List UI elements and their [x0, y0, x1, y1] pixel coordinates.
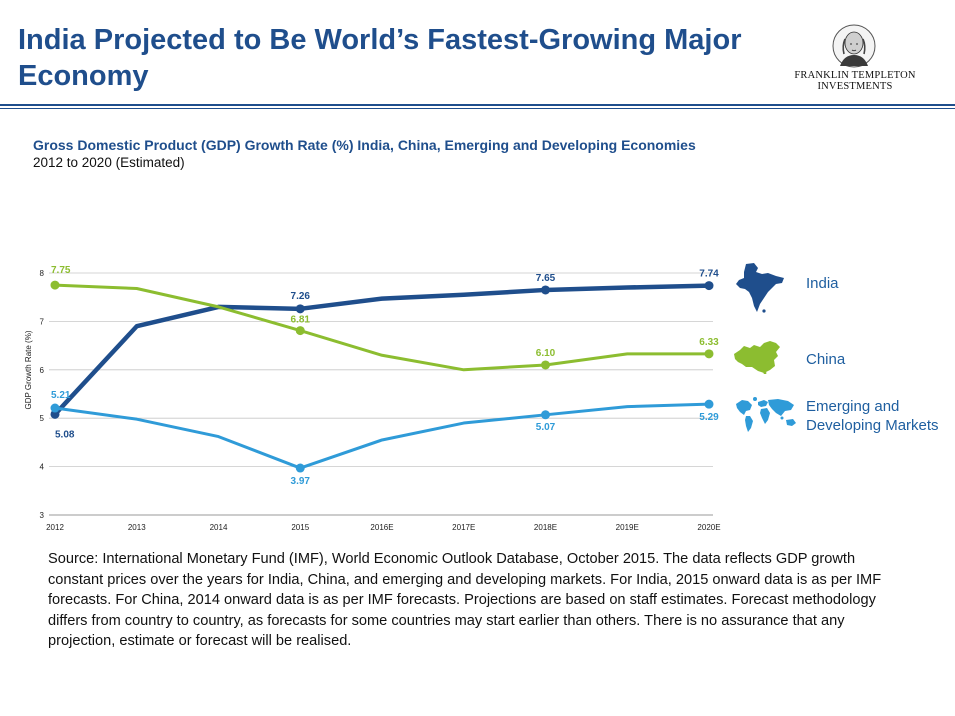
legend-emerging: Emerging and Developing Markets — [806, 397, 939, 435]
legend-india: India — [806, 275, 839, 292]
chart-subtitle: 2012 to 2020 (Estimated) — [33, 155, 185, 170]
data-point — [295, 326, 305, 336]
data-label: 6.10 — [536, 348, 556, 359]
y-tick-label: 6 — [40, 366, 45, 375]
franklin-templeton-logo: FRANKLIN TEMPLETON INVESTMENTS — [780, 24, 930, 96]
data-point — [295, 463, 305, 473]
header-divider-thin — [0, 108, 955, 109]
header-divider — [0, 104, 955, 106]
data-point — [704, 349, 714, 359]
grid-lines — [49, 272, 713, 516]
y-tick-label: 5 — [40, 414, 45, 423]
data-label: 6.81 — [291, 315, 311, 326]
legend-china: China — [806, 351, 846, 368]
data-label: 7.74 — [699, 269, 719, 280]
x-tick-label: 2014 — [210, 523, 228, 532]
source-note: Source: International Monetary Fund (IMF… — [48, 551, 882, 650]
y-tick-label: 7 — [40, 317, 45, 326]
data-point — [50, 409, 60, 419]
data-point — [50, 280, 60, 290]
data-point — [704, 281, 714, 291]
data-point — [295, 304, 305, 314]
x-tick-label: 2015 — [291, 523, 309, 532]
axes: 3 4 5 6 7 8 2012 2013 2014 2015 2016E 2017E 2018E 201… — [40, 269, 721, 532]
logo-line-1: FRANKLIN TEMPLETON — [794, 70, 916, 81]
data-label: 3.97 — [291, 476, 311, 487]
india-map-icon — [736, 263, 784, 313]
data-labels: 5.08 7.26 7.65 7.74 7.75 6.81 6.10 6.33 5.21 3.97… — [51, 265, 719, 487]
page-title: India Projected to Be World’s Fastest-Gr… — [18, 24, 742, 92]
data-point — [541, 285, 550, 295]
china-map-icon — [734, 341, 780, 374]
data-label: 7.65 — [536, 273, 556, 284]
series-lines — [50, 280, 714, 473]
data-point — [541, 410, 550, 420]
x-tick-label: 2019E — [616, 523, 639, 532]
data-point — [50, 403, 60, 413]
data-label: 5.08 — [55, 429, 75, 440]
x-tick-label: 2020E — [697, 523, 720, 532]
series-line-emerging — [53, 402, 711, 470]
world-map-icon — [736, 397, 796, 432]
series-line-india — [52, 283, 712, 417]
y-tick-label: 4 — [40, 463, 45, 472]
y-axis-label: GDP Growth Rate (%) — [24, 330, 33, 409]
logo-line-2: INVESTMENTS — [817, 81, 893, 92]
data-label: 5.21 — [51, 390, 71, 401]
data-label: 7.26 — [291, 291, 311, 302]
x-tick-label: 2012 — [46, 523, 64, 532]
data-label: 7.75 — [51, 265, 71, 276]
benjamin-franklin-portrait-icon — [832, 24, 876, 68]
chart-title: Gross Domestic Product (GDP) Growth Rate… — [33, 137, 696, 153]
x-tick-label: 2013 — [128, 523, 146, 532]
logo-wordmark: FRANKLIN TEMPLETON INVESTMENTS — [780, 70, 930, 92]
data-point — [704, 399, 714, 409]
y-tick-label: 8 — [40, 269, 45, 278]
legend-emerging-line-1: Emerging and — [806, 398, 900, 415]
data-point — [541, 360, 550, 370]
legend-emerging-line-2: Developing Markets — [806, 417, 939, 434]
x-tick-label: 2018E — [534, 523, 557, 532]
data-label: 5.07 — [536, 422, 556, 433]
x-tick-label: 2016E — [370, 523, 393, 532]
x-tick-label: 2017E — [452, 523, 475, 532]
series-line-china — [53, 283, 711, 372]
data-label: 5.29 — [699, 412, 719, 423]
data-label: 6.33 — [699, 337, 719, 348]
y-tick-label: 3 — [40, 511, 45, 520]
